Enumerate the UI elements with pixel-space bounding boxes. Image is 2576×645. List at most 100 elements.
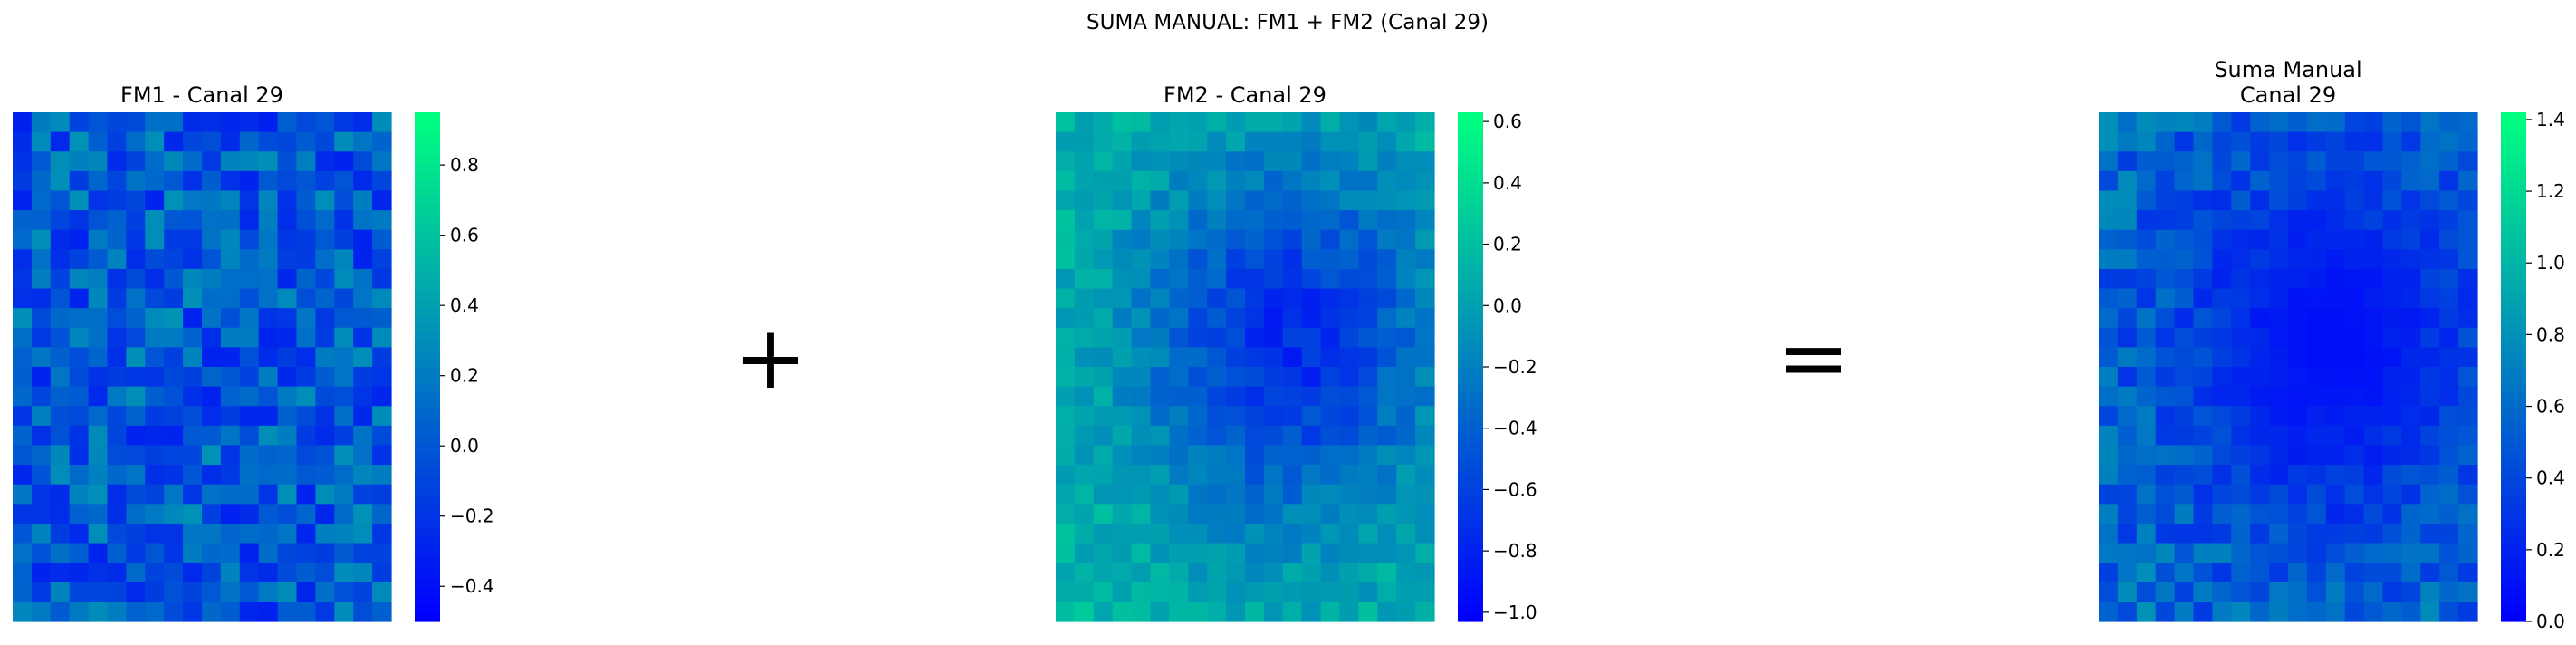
heatmap-cell	[1320, 523, 1341, 544]
heatmap-cell	[220, 190, 241, 211]
heatmap-cell	[2420, 327, 2440, 348]
colorbar-segment	[1458, 375, 1483, 385]
heatmap-cell	[1396, 229, 1416, 250]
heatmap-cell	[372, 131, 392, 152]
heatmap-cell	[164, 523, 184, 544]
heatmap-cell	[2288, 151, 2308, 172]
colorbar-tick-label: 0.6	[2536, 396, 2565, 418]
heatmap-cell	[2212, 170, 2232, 192]
colorbar-fm1: 0.80.60.40.20.0−0.2−0.4	[415, 112, 494, 622]
heatmap-cell	[1339, 543, 1359, 563]
heatmap-cell	[164, 151, 184, 172]
heatmap-cell	[2401, 268, 2421, 290]
heatmap-cell	[31, 170, 52, 192]
heatmap-cell	[1320, 425, 1341, 447]
heatmap-cell	[1188, 229, 1208, 250]
heatmap-cell	[2420, 210, 2440, 231]
heatmap-cell	[13, 445, 33, 466]
heatmap-cell	[1207, 602, 1227, 622]
heatmap-cell	[2401, 367, 2421, 388]
colorbar-segment	[415, 400, 440, 410]
heatmap-cell	[2363, 445, 2384, 466]
heatmap-cell	[2231, 229, 2251, 250]
heatmap-cell	[353, 347, 373, 368]
colorbar-segment	[1458, 282, 1483, 292]
heatmap-cell	[258, 190, 279, 211]
heatmap-cell	[2136, 484, 2157, 505]
heatmap-cell	[2344, 229, 2365, 250]
heatmap-cell	[1282, 523, 1303, 544]
heatmap-cell	[2401, 425, 2421, 447]
heatmap-cell	[2344, 131, 2365, 152]
heatmap-cell	[334, 367, 354, 388]
heatmap-cell	[50, 523, 71, 544]
heatmap-cell	[1245, 425, 1265, 447]
heatmap-cell	[1320, 563, 1341, 583]
heatmap-cell	[1207, 445, 1227, 466]
heatmap-cell	[1282, 386, 1303, 407]
heatmap-cell	[1226, 210, 1246, 231]
heatmap-cell	[183, 131, 203, 152]
heatmap-cell	[258, 170, 279, 192]
heatmap-cell	[107, 563, 127, 583]
heatmap-cell	[1263, 210, 1284, 231]
colorbar-segment	[415, 604, 440, 614]
heatmap-cell	[2212, 229, 2232, 250]
heatmap-cell	[296, 543, 316, 563]
heatmap-cell	[69, 523, 90, 544]
heatmap-cell	[2439, 249, 2459, 270]
heatmap-cell	[31, 445, 52, 466]
heatmap-cell	[1056, 151, 1076, 172]
heatmap-cell	[50, 445, 71, 466]
heatmap-cell	[2458, 112, 2478, 133]
colorbar-segment	[415, 247, 440, 257]
colorbar-segment	[1458, 409, 1483, 419]
heatmap-cell	[2401, 327, 2421, 348]
heatmap-cell	[1320, 347, 1341, 368]
heatmap-cell	[1339, 465, 1359, 486]
heatmap-cell	[2401, 523, 2421, 544]
heatmap-cell	[202, 268, 222, 290]
heatmap-cell	[1282, 484, 1303, 505]
heatmap-cell	[2136, 582, 2157, 602]
heatmap-cell	[1131, 170, 1152, 192]
heatmap-cell	[372, 465, 392, 486]
heatmap-cell	[1074, 563, 1095, 583]
heatmap-cell	[88, 563, 109, 583]
heatmap-cell	[1056, 308, 1076, 329]
heatmap-cell	[353, 170, 373, 192]
heatmap-cell	[315, 602, 335, 622]
colorbar-tick-label: −0.4	[1493, 418, 1537, 439]
heatmap-cell	[1301, 445, 1322, 466]
heatmap-cell	[1396, 249, 1416, 270]
heatmap-cell	[2117, 327, 2138, 348]
heatmap-cell	[353, 190, 373, 211]
heatmap-cell	[1150, 347, 1170, 368]
heatmap-cell	[2344, 151, 2365, 172]
heatmap-cell	[2420, 425, 2440, 447]
heatmap-cell	[183, 582, 203, 602]
heatmap-cell	[334, 347, 354, 368]
heatmap-cell	[315, 112, 335, 133]
heatmap-cell	[1207, 504, 1227, 525]
heatmap-cell	[1396, 190, 1416, 211]
heatmap-cell	[2288, 425, 2308, 447]
heatmap-cell	[2136, 308, 2157, 329]
heatmap-cell	[2325, 523, 2346, 544]
heatmap-cell	[2117, 131, 2138, 152]
heatmap-cell	[13, 523, 33, 544]
heatmap-cell	[183, 229, 203, 250]
heatmap-cell	[183, 543, 203, 563]
heatmap-cell	[2420, 131, 2440, 152]
heatmap-cell	[2099, 308, 2119, 329]
heatmap-cell	[164, 602, 184, 622]
colorbar-segment	[2501, 239, 2526, 249]
heatmap-cell	[372, 563, 392, 583]
heatmap-cell	[1226, 170, 1246, 192]
heatmap-cell	[220, 367, 241, 388]
heatmap-cell	[2117, 112, 2138, 133]
heatmap-cell	[1377, 367, 1397, 388]
heatmap-cell	[258, 210, 279, 231]
heatmap-cell	[220, 151, 241, 172]
heatmap-cell	[1074, 602, 1095, 622]
